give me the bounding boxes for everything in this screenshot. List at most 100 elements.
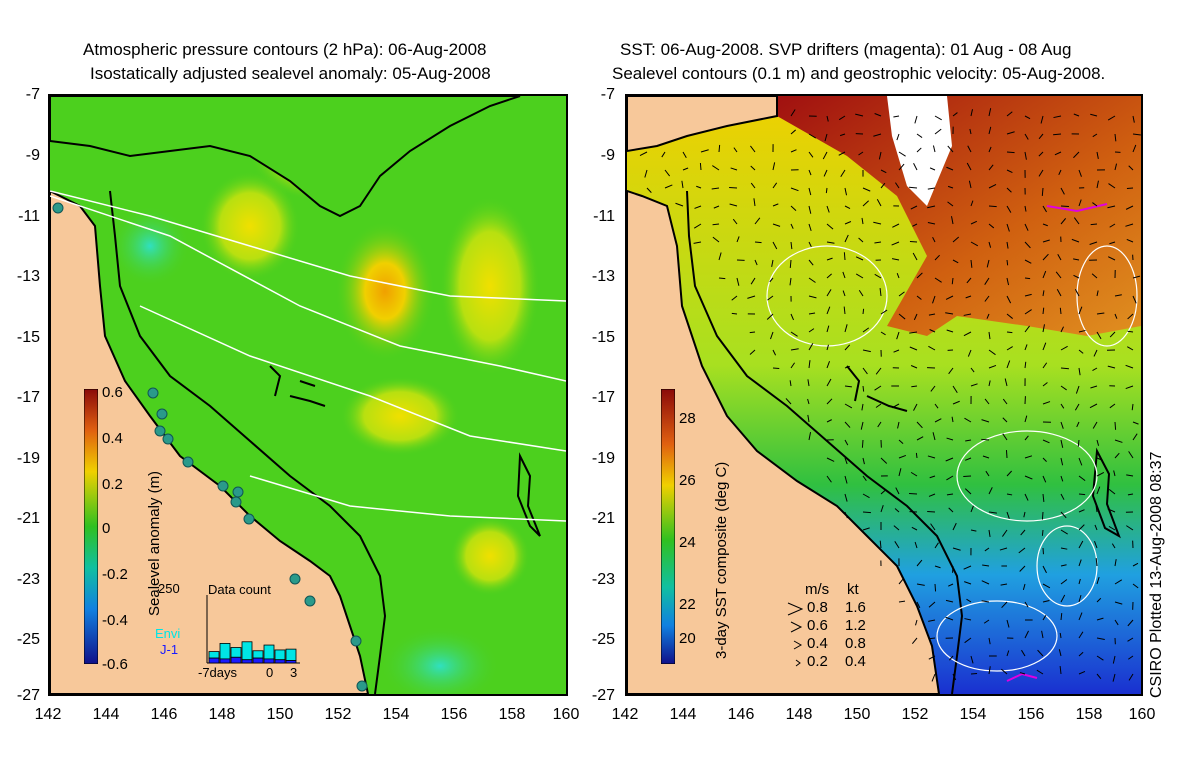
velocity-arrow bbox=[1125, 205, 1134, 210]
velocity-arrow bbox=[988, 666, 991, 675]
velocity-arrow bbox=[981, 600, 990, 603]
velocity-arrow bbox=[1024, 493, 1029, 501]
velocity-arrow bbox=[1060, 367, 1069, 370]
velocity-arrow bbox=[928, 601, 936, 608]
velocity-arrow bbox=[970, 529, 977, 532]
left-x-tick: 154 bbox=[382, 706, 410, 723]
velocity-arrow bbox=[928, 655, 936, 660]
velocity-arrow bbox=[1024, 344, 1028, 351]
velocity-arrow bbox=[913, 403, 918, 411]
velocity-arrow bbox=[964, 581, 972, 585]
velocity-arrow bbox=[1096, 637, 1105, 640]
velocity-arrow bbox=[945, 312, 954, 315]
velocity-arrow bbox=[1024, 630, 1029, 639]
velocity-arrow bbox=[808, 343, 814, 351]
velocity-arrow bbox=[808, 133, 817, 139]
velocity-arrow bbox=[1094, 524, 1098, 531]
velocity-arrow bbox=[844, 205, 851, 210]
velocity-arrow bbox=[914, 115, 918, 124]
velocity-arrow bbox=[858, 151, 864, 156]
velocity-arrow bbox=[1078, 651, 1084, 657]
velocity-arrow bbox=[1060, 493, 1065, 500]
velocity-arrow bbox=[766, 313, 774, 320]
velocity-legend-ms-0: 0.8 bbox=[807, 599, 828, 616]
velocity-arrow bbox=[1114, 601, 1123, 605]
velocity-arrow bbox=[1114, 559, 1117, 567]
velocity-arrow bbox=[1073, 113, 1080, 117]
velocity-arrow bbox=[946, 329, 954, 333]
velocity-arrow bbox=[1078, 349, 1084, 354]
velocity-arrow bbox=[964, 637, 972, 644]
velocity-arrow bbox=[1090, 385, 1098, 389]
left-map-panel: 0.6 0.4 0.2 0 -0.2 -0.4 -0.6 Sealevel an… bbox=[48, 94, 568, 696]
velocity-arrow bbox=[844, 421, 851, 428]
velocity-arrow bbox=[1096, 331, 1102, 340]
velocity-arrow bbox=[807, 379, 810, 387]
velocity-arrow bbox=[1096, 576, 1100, 585]
velocity-arrow bbox=[790, 149, 797, 153]
velocity-arrow bbox=[880, 182, 886, 189]
velocity-arrow bbox=[970, 383, 978, 387]
right-x-tick: 150 bbox=[843, 706, 871, 723]
velocity-arrow bbox=[839, 133, 846, 137]
velocity-arrow bbox=[844, 457, 848, 465]
left-cbar-tick-4: -0.2 bbox=[102, 566, 128, 583]
drifter-track-2 bbox=[1006, 672, 1038, 682]
velocity-arrow bbox=[1128, 165, 1134, 171]
velocity-arrow bbox=[844, 403, 853, 409]
velocity-arrow bbox=[1042, 493, 1045, 502]
right-cbar-tick-1: 26 bbox=[679, 472, 696, 489]
velocity-arrow bbox=[929, 475, 936, 479]
velocity-legend-kt-1: 1.2 bbox=[845, 617, 866, 634]
velocity-arrow bbox=[661, 151, 666, 158]
velocity-arrow bbox=[880, 457, 888, 464]
velocity-arrow bbox=[1060, 439, 1064, 448]
velocity-arrow bbox=[912, 252, 918, 261]
velocity-arrow bbox=[934, 542, 939, 549]
velocity-arrow bbox=[932, 432, 936, 441]
left-y-tick: -19 bbox=[16, 450, 40, 467]
velocity-arrow bbox=[983, 619, 990, 624]
velocity-arrow bbox=[844, 439, 849, 446]
left-title-line2: Isostatically adjusted sealevel anomaly:… bbox=[90, 64, 491, 83]
anomaly-low-1 bbox=[380, 626, 500, 694]
velocity-arrow bbox=[838, 151, 846, 156]
velocity-arrow bbox=[1060, 218, 1067, 225]
velocity-arrow bbox=[1131, 403, 1134, 411]
velocity-arrow bbox=[1006, 151, 1015, 154]
velocity-arrow bbox=[808, 312, 816, 315]
velocity-arrow bbox=[988, 349, 996, 356]
velocity-arrow bbox=[930, 385, 936, 392]
left-x-tick: 146 bbox=[150, 706, 178, 723]
velocity-arrow bbox=[988, 331, 991, 340]
velocity-legend-kt-2: 0.8 bbox=[845, 635, 866, 652]
velocity-arrow bbox=[844, 234, 849, 243]
velocity-arrow bbox=[1132, 133, 1141, 136]
velocity-arrow bbox=[1096, 312, 1105, 315]
velocity-arrow bbox=[1042, 401, 1051, 405]
data-count-legend-envi: Envi bbox=[155, 626, 181, 641]
velocity-arrow bbox=[1096, 457, 1103, 461]
velocity-arrow bbox=[916, 133, 923, 138]
velocity-arrow bbox=[927, 455, 936, 459]
velocity-arrow bbox=[911, 637, 918, 644]
velocity-arrow bbox=[1090, 113, 1098, 117]
velocity-arrow bbox=[736, 277, 740, 286]
velocity-arrow bbox=[826, 273, 832, 279]
velocity-arrow bbox=[1006, 650, 1010, 657]
velocity-arrow bbox=[1042, 253, 1049, 261]
data-count-bar-envi bbox=[241, 641, 253, 661]
velocity-arrow bbox=[862, 327, 870, 333]
velocity-arrow bbox=[1078, 493, 1086, 496]
right-cbar-tick-0: 28 bbox=[679, 410, 696, 427]
velocity-arrow bbox=[1073, 151, 1080, 159]
velocity-arrow bbox=[1132, 144, 1137, 153]
velocity-arrow bbox=[880, 169, 887, 174]
velocity-arrow bbox=[1000, 583, 1008, 586]
velocity-arrow bbox=[916, 436, 924, 441]
sealevel-contour-4 bbox=[936, 600, 1058, 672]
png-landmass bbox=[627, 96, 778, 153]
velocity-arrow bbox=[736, 236, 740, 243]
velocity-arrow bbox=[790, 362, 796, 369]
right-x-tick: 160 bbox=[1128, 706, 1156, 723]
